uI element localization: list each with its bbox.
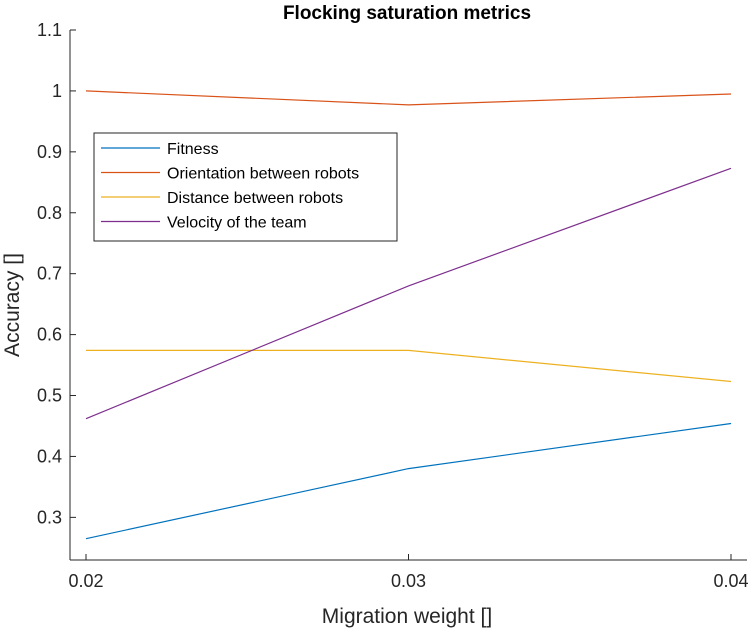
legend: Fitness Orientation between robots Distanc… [93, 132, 398, 242]
legend-label-4: Velocity of the team [167, 215, 307, 232]
legend-box [93, 132, 398, 242]
y-tick-label: 0.8 [37, 203, 62, 223]
series-line-3 [86, 349, 732, 383]
y-axis-label: Accuracy [] [1, 253, 24, 357]
series-layer [85, 90, 732, 540]
y-tick-label: 0.4 [37, 446, 62, 466]
y-tick-label: 0.7 [37, 264, 62, 284]
series-line-4 [85, 167, 732, 420]
x-tick-label: 0.04 [713, 571, 748, 591]
axes: 0.3 0.4 0.5 0.6 0.7 0.8 0.9 1 1.1 0.02 0.03 0.04 [37, 20, 749, 591]
series-line-1 [85, 422, 732, 540]
legend-label-1: Fitness [167, 141, 219, 158]
x-tick-label: 0.03 [391, 571, 426, 591]
series-line-2 [85, 90, 732, 106]
y-tick-label: 1.1 [37, 20, 62, 40]
chart-title: Flocking saturation metrics [283, 3, 531, 24]
x-tick-label: 0.02 [68, 571, 103, 591]
legend-label-3: Distance between robots [167, 190, 343, 207]
x-axis-label: Migration weight [] [322, 605, 492, 628]
y-tick-label: 0.6 [37, 325, 62, 345]
y-tick-label: 1 [52, 81, 62, 101]
y-tick-label: 0.5 [37, 386, 62, 406]
y-tick-label: 0.3 [37, 507, 62, 527]
legend-label-2: Orientation between robots [167, 166, 359, 183]
y-tick-label: 0.9 [37, 142, 62, 162]
